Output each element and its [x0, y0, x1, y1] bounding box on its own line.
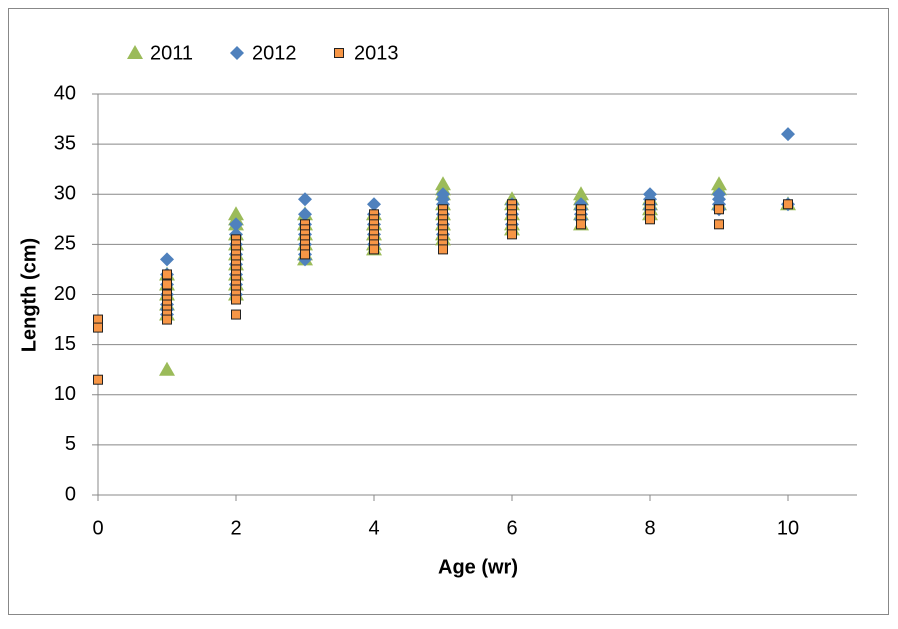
- x-tick-label: 4: [368, 517, 379, 539]
- point: [159, 361, 175, 376]
- point: [231, 309, 241, 320]
- legend-label: 2012: [252, 42, 297, 64]
- legend-marker: [334, 48, 344, 58]
- x-tick-label: 0: [92, 517, 103, 539]
- point: [162, 279, 172, 290]
- x-tick-label: 6: [506, 517, 517, 539]
- point: [229, 217, 243, 232]
- point: [93, 322, 103, 333]
- point: [781, 127, 795, 142]
- y-tick-label: 30: [54, 183, 76, 205]
- x-tick-label: 10: [777, 517, 799, 539]
- point: [438, 244, 448, 255]
- point: [714, 204, 724, 215]
- y-axis-title: Length (cm): [18, 238, 40, 352]
- point: [300, 249, 310, 260]
- y-tick-label: 15: [54, 333, 76, 355]
- legend-label: 2011: [150, 42, 193, 64]
- x-axis-title: Age (wr): [438, 556, 518, 578]
- point: [576, 219, 586, 230]
- y-tick-label: 20: [54, 283, 76, 305]
- point: [783, 199, 793, 210]
- point: [162, 269, 172, 280]
- point: [369, 244, 379, 255]
- legend-marker: [127, 45, 143, 59]
- y-tick-label: 5: [65, 433, 76, 455]
- y-tick-label: 10: [54, 383, 76, 405]
- y-tick-label: 40: [54, 82, 76, 104]
- point: [298, 207, 312, 222]
- point: [93, 374, 103, 385]
- x-tick-label: 2: [230, 517, 241, 539]
- point: [160, 252, 174, 267]
- legend-label: 2013: [354, 42, 399, 64]
- y-tick-label: 35: [54, 132, 76, 154]
- point: [162, 314, 172, 325]
- point: [645, 214, 655, 225]
- point: [231, 294, 241, 305]
- legend-marker: [230, 46, 244, 60]
- point: [507, 229, 517, 240]
- y-tick-label: 0: [65, 483, 76, 505]
- chart-border: [8, 8, 889, 615]
- y-tick-label: 25: [54, 233, 76, 255]
- x-tick-label: 8: [644, 517, 655, 539]
- point: [714, 219, 724, 230]
- point: [367, 197, 381, 212]
- point: [298, 192, 312, 207]
